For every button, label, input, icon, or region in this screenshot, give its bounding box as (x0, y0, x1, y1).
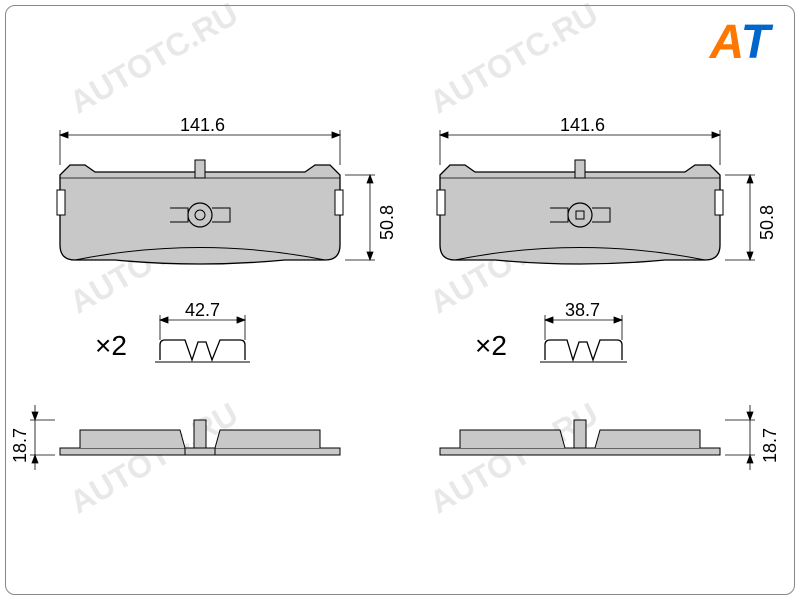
technical-drawing (0, 0, 800, 600)
left-clip-dimension (160, 315, 245, 340)
left-side-profile (60, 420, 340, 455)
logo-letter-a: A (710, 16, 741, 69)
right-height-dimension (725, 175, 755, 260)
left-brake-pad (57, 160, 343, 264)
right-thickness-dimension (725, 405, 755, 470)
left-height-dimension (345, 175, 375, 260)
logo-letter-t: T (741, 16, 770, 69)
right-brake-pad (437, 160, 723, 264)
right-side-profile (440, 420, 720, 455)
left-thickness-dimension (30, 405, 55, 470)
right-clip (540, 340, 627, 362)
logo: AT (710, 15, 770, 70)
left-clip (155, 340, 250, 362)
right-clip-dimension (545, 315, 622, 340)
